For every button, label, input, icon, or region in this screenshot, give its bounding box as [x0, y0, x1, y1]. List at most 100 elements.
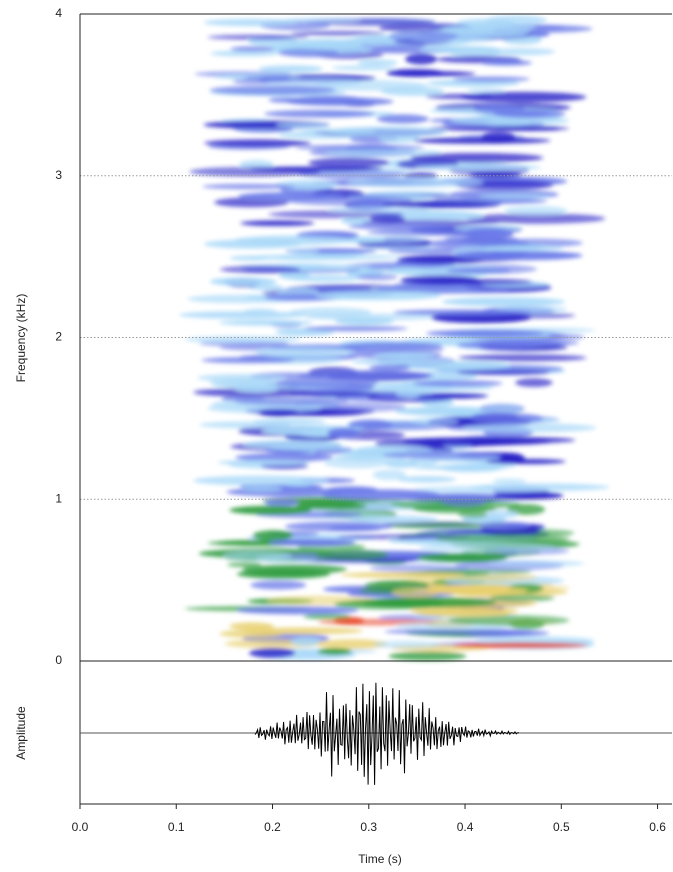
- spectrogram-texture: [453, 250, 583, 261]
- spectrogram-texture: [203, 18, 298, 27]
- spectrogram-texture: [295, 502, 367, 510]
- spectrogram-texture: [413, 164, 542, 171]
- spectrogram-texture: [356, 59, 398, 66]
- spectrogram-texture: [316, 639, 388, 650]
- spectrogram-texture: [356, 273, 398, 281]
- spectrogram-texture: [258, 408, 299, 417]
- spectrogram-texture: [328, 126, 448, 137]
- spectrogram-texture: [457, 510, 489, 519]
- x-tick-label: 0.6: [649, 820, 666, 834]
- spectrogram-texture: [250, 166, 383, 172]
- spectrogram-texture: [465, 213, 606, 224]
- spectrogram-texture: [317, 648, 352, 655]
- spectrogram-texture: [282, 480, 314, 487]
- spectrogram-texture: [413, 485, 551, 494]
- spectrogram-texture: [203, 139, 312, 147]
- spectrogram-texture: [480, 60, 532, 66]
- spectrogram-texture: [201, 357, 295, 364]
- spectrogram-texture: [218, 319, 313, 326]
- spectrogram-texture: [254, 346, 355, 358]
- x-tick-label: 0.3: [360, 820, 377, 834]
- spectrogram-texture: [287, 248, 320, 255]
- spectrogram-texture: [478, 193, 551, 200]
- spectrogram-texture: [334, 317, 394, 325]
- spectrogram-texture: [382, 451, 503, 460]
- spectrogram-texture: [235, 453, 334, 462]
- spectrogram-texture: [252, 418, 327, 425]
- spectrogram-texture: [364, 244, 435, 251]
- spectrogram-texture: [243, 308, 277, 315]
- spectrogram-texture: [291, 30, 386, 37]
- spectrogram-texture: [222, 550, 293, 561]
- spectrogram-texture: [316, 549, 389, 561]
- spectrogram-texture: [393, 309, 532, 316]
- spectrogram-texture: [418, 45, 501, 54]
- spectrogram-texture: [209, 378, 277, 388]
- spectrogram-texture: [288, 39, 364, 50]
- spectrogram-texture: [209, 277, 277, 286]
- spectrogram-texture: [323, 457, 391, 469]
- spectrogram-texture: [179, 311, 307, 319]
- x-axis-label: Time (s): [358, 852, 402, 866]
- axes: 0 1 2 3 4 0.0 0.1 0.2 0.3 0.4 0.5 0.6: [55, 6, 672, 834]
- spectrogram-texture: [250, 580, 307, 590]
- spectrogram-texture: [457, 369, 550, 376]
- spectrogram-texture: [380, 86, 445, 97]
- x-tick-label: 0.5: [553, 820, 570, 834]
- x-tick-label: 0.0: [72, 820, 89, 834]
- spectrogram-texture: [278, 271, 311, 280]
- spectrogram-texture: [322, 402, 407, 412]
- spectrogram-texture: [367, 228, 494, 236]
- spectrogram-texture: [466, 87, 506, 94]
- spectrogram-texture: [487, 560, 585, 567]
- spectrogram-texture: [209, 85, 336, 95]
- waveform-label: Amplitude: [14, 706, 28, 760]
- spectrogram-texture: [412, 380, 503, 387]
- spectrogram-texture: [458, 354, 587, 362]
- spectrogram-texture: [220, 265, 301, 274]
- spectrogram-texture: [485, 458, 566, 465]
- spectrogram-texture: [229, 505, 312, 515]
- spectrogram-texture: [445, 436, 576, 444]
- spectrogram-texture: [210, 50, 279, 57]
- spectrogram-texture: [248, 647, 296, 658]
- spectrogram-texture: [368, 364, 411, 371]
- waveform: [254, 682, 519, 785]
- spectrogram-texture: [416, 393, 488, 399]
- spectrogram-texture: [340, 572, 466, 578]
- spectrogram-texture: [229, 622, 274, 630]
- spectrogram-texture: [331, 65, 397, 71]
- spectrogram-texture: [233, 396, 349, 406]
- spectrogram-texture: [207, 34, 310, 40]
- spectrogram-texture: [327, 427, 360, 439]
- spectrogram-texture: [410, 152, 544, 163]
- y-tick-label: 0: [55, 653, 62, 667]
- spectrogram-texture: [227, 562, 262, 568]
- spectrogram-texture: [284, 521, 393, 532]
- spectrogram-texture: [298, 370, 434, 381]
- spectrogram-texture: [303, 613, 352, 620]
- spectrogram-texture: [493, 491, 564, 500]
- spectrogram-texture: [457, 18, 515, 28]
- spectrogram-texture: [320, 489, 441, 501]
- spectrogram-texture: [275, 378, 379, 388]
- spectrogram-texture: [444, 409, 485, 417]
- spectrogram-texture: [388, 31, 458, 42]
- spectrogram-texture: [413, 137, 551, 144]
- spectrogram-texture: [452, 642, 588, 649]
- spectrogram-texture: [236, 606, 359, 615]
- spectrogram-texture: [419, 542, 556, 554]
- spectrogram-texture: [230, 46, 275, 52]
- spectrogram-texture: [446, 268, 511, 274]
- spectrogram-texture: [348, 223, 456, 230]
- spectrogram-texture: [483, 244, 564, 252]
- spectrogram-texture: [364, 236, 427, 243]
- spectrogram-texture: [382, 200, 500, 209]
- spectrogram-texture: [290, 636, 323, 647]
- x-tick-label: 0.4: [457, 820, 474, 834]
- spectrogram-texture: [372, 640, 441, 649]
- spectrogram-texture: [247, 284, 284, 291]
- spectrogram-texture: [373, 352, 436, 359]
- spectrogram-texture: [400, 275, 480, 285]
- spectrogram-texture: [275, 122, 330, 129]
